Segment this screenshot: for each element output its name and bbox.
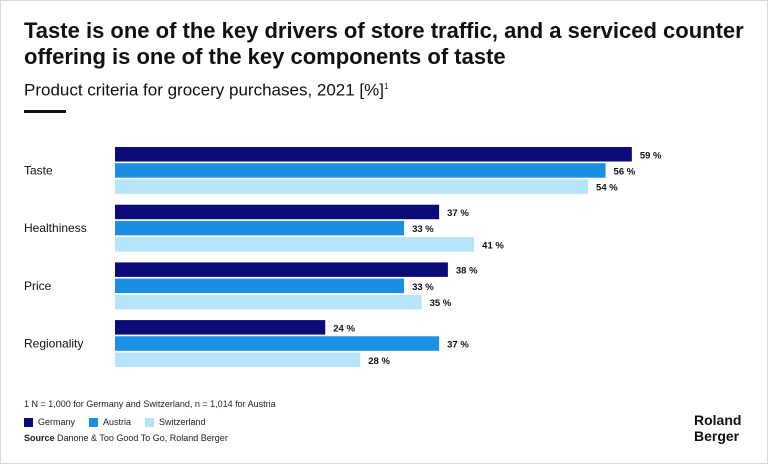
data-label-taste-austria: 56 %	[614, 166, 636, 177]
chart-subtitle-footnote-marker: 1	[384, 82, 389, 91]
legend: Germany Austria Switzerland	[24, 417, 206, 427]
bar-taste-germany	[115, 147, 632, 162]
category-label-healthiness: Healthiness	[24, 221, 87, 235]
bar-healthiness-austria	[115, 220, 405, 236]
title-underline	[24, 110, 66, 113]
bar-taste-austria	[115, 163, 606, 178]
bar-price-austria	[115, 278, 405, 294]
legend-item-germany: Germany	[24, 417, 75, 427]
source-line: Source Danone & Too Good To Go, Roland B…	[24, 433, 228, 443]
bar-price-germany	[115, 262, 448, 277]
legend-swatch-germany	[24, 417, 33, 427]
legend-item-austria: Austria	[89, 417, 131, 427]
chart-subtitle-text: Product criteria for grocery purchases, …	[24, 80, 384, 100]
source-text: Danone & Too Good To Go, Roland Berger	[57, 433, 228, 443]
data-label-healthiness-austria: 33 %	[412, 224, 434, 235]
bar-price-switzerland	[115, 294, 422, 310]
data-label-taste-germany: 59 %	[640, 150, 662, 161]
data-label-price-germany: 38 %	[456, 266, 478, 277]
category-label-regionality: Regionality	[24, 337, 83, 351]
bar-taste-switzerland	[115, 179, 589, 194]
bar-regionality-austria	[115, 336, 440, 351]
data-label-healthiness-switzerland: 41 %	[482, 240, 504, 251]
data-label-regionality-switzerland: 28 %	[368, 356, 390, 367]
legend-item-switzerland: Switzerland	[145, 417, 206, 427]
legend-swatch-switzerland	[145, 417, 155, 427]
roland-berger-logo: Roland Berger	[694, 412, 741, 444]
data-label-taste-switzerland: 54 %	[596, 183, 618, 194]
data-label-regionality-austria: 37 %	[447, 340, 469, 351]
category-label-taste: Taste	[24, 163, 53, 177]
data-label-healthiness-germany: 37 %	[447, 208, 469, 219]
bar-regionality-switzerland	[115, 352, 361, 367]
footnote: 1 N = 1,000 for Germany and Switzerland,…	[24, 399, 276, 409]
legend-label-austria: Austria	[103, 417, 132, 427]
data-label-regionality-germany: 24 %	[333, 323, 355, 334]
logo-line-1: Roland	[694, 412, 742, 428]
chart-title: Taste is one of the key drivers of store…	[24, 18, 744, 69]
chart-subtitle: Product criteria for grocery purchases, …	[24, 76, 388, 102]
bar-healthiness-switzerland	[115, 237, 475, 252]
bar-regionality-germany	[115, 320, 326, 335]
category-label-price: Price	[24, 279, 52, 293]
source-label: Source	[24, 433, 55, 443]
legend-swatch-austria	[89, 417, 99, 427]
bar-healthiness-germany	[115, 204, 440, 220]
legend-label-germany: Germany	[38, 417, 76, 427]
data-label-price-austria: 33 %	[412, 282, 434, 293]
data-label-price-switzerland: 35 %	[430, 298, 452, 309]
legend-label-switzerland: Switzerland	[159, 417, 206, 427]
logo-line-2: Berger	[694, 428, 740, 444]
